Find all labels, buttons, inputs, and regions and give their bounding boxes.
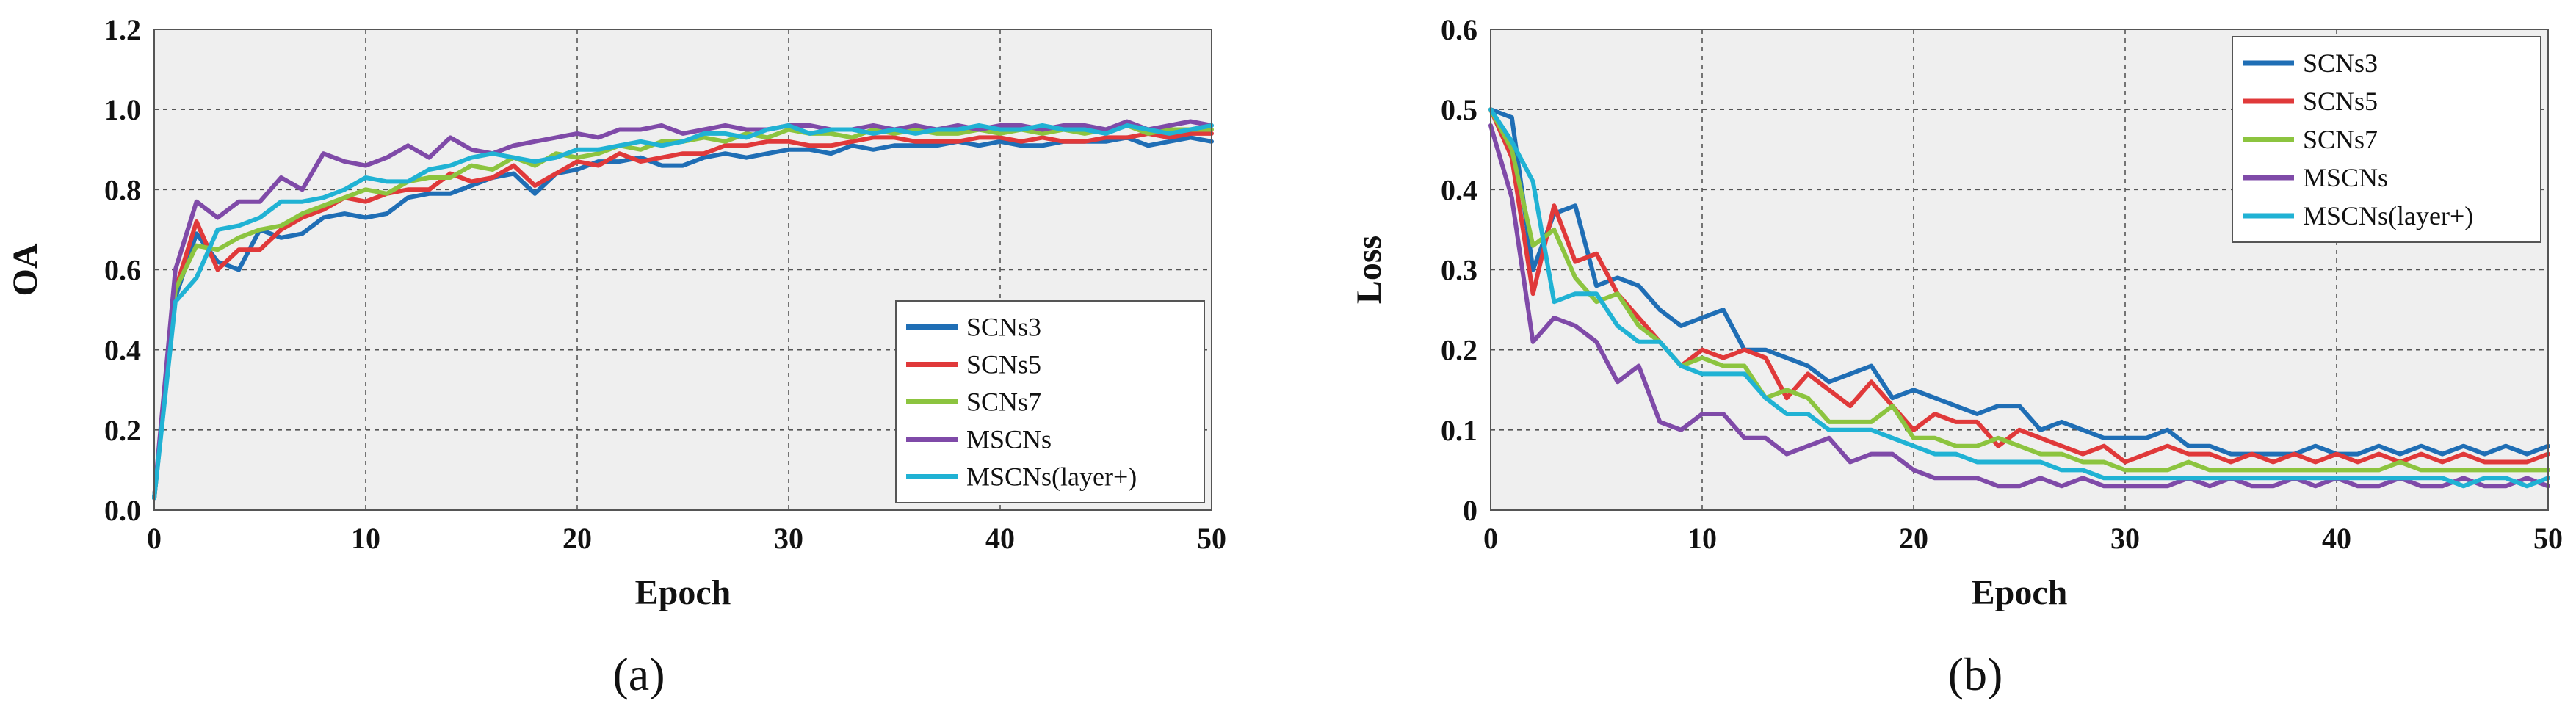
- x-tick-label: 0: [147, 522, 162, 555]
- plot-frame: [1490, 29, 2549, 511]
- series-line-mscns-layer: [152, 123, 1214, 501]
- y-tick-label: 0.6: [104, 254, 141, 287]
- y-tick-label: 0.1: [1441, 414, 1477, 447]
- chart-panel-b: 0 0.1 0.2 0.3 0.4 0.5 0.6 0 10 20 30 40 50 Loss Epoc…: [1350, 13, 2563, 700]
- panel-label: (a): [612, 648, 665, 700]
- y-tick-label: 0.4: [1441, 173, 1477, 206]
- legend-entry: MSCNs: [966, 425, 1052, 454]
- y-tick-label: 0.3: [1441, 254, 1477, 287]
- x-tick-label: 40: [985, 522, 1015, 555]
- x-axis-label: Epoch: [1972, 573, 2068, 612]
- legend-entry: MSCNs: [2303, 163, 2388, 192]
- y-tick-label: 0: [1463, 494, 1477, 527]
- y-tick-label: 0.8: [104, 173, 141, 206]
- x-tick-label: 30: [2110, 522, 2140, 555]
- y-tick-label: 0.0: [104, 494, 141, 527]
- legend-entry: SCNs5: [966, 350, 1041, 379]
- legend-entry: SCNs3: [966, 313, 1041, 342]
- legend-entry: SCNs7: [2303, 125, 2378, 154]
- x-tick-label: 40: [2322, 522, 2351, 555]
- tick-labels: 0.0 0.2 0.4 0.6 0.8 1.0 1.2 0 10 20 30 40 50: [104, 13, 1226, 555]
- legend-entry: SCNs5: [2303, 87, 2378, 116]
- legend: SCNs3 SCNs5 SCNs7 MSCNs MSCNs(layer+): [895, 300, 1205, 503]
- y-tick-label: 1.0: [104, 93, 141, 126]
- x-tick-label: 10: [351, 522, 380, 555]
- tick-labels: 0 0.1 0.2 0.3 0.4 0.5 0.6 0 10 20 30 40 50: [1441, 13, 2563, 555]
- y-tick-label: 1.2: [104, 13, 141, 46]
- y-tick-label: 0.6: [1441, 13, 1477, 46]
- x-tick-label: 10: [1687, 522, 1717, 555]
- y-axis-label: OA: [6, 243, 45, 296]
- series-lines: [1488, 107, 2550, 489]
- series-lines: [152, 119, 1214, 501]
- y-tick-label: 0.2: [104, 414, 141, 447]
- series-line-scns5: [152, 131, 1214, 501]
- legend-entry: SCNs3: [2303, 48, 2378, 78]
- plot-frame: [153, 29, 1212, 511]
- x-tick-label: 50: [2533, 522, 2563, 555]
- y-axis-label: Loss: [1350, 236, 1389, 304]
- panel-label: (b): [1948, 648, 2003, 700]
- x-tick-label: 50: [1197, 522, 1226, 555]
- series-line-mscns-layer: [1488, 107, 2550, 489]
- x-tick-label: 20: [562, 522, 592, 555]
- series-line-mscns: [1488, 123, 2550, 489]
- legend-entry: MSCNs(layer+): [2303, 201, 2473, 230]
- x-tick-label: 30: [774, 522, 803, 555]
- x-axis-label: Epoch: [635, 573, 731, 612]
- x-tick-label: 20: [1899, 522, 1928, 555]
- y-tick-label: 0.5: [1441, 93, 1477, 126]
- legend-entry: SCNs7: [966, 388, 1041, 417]
- series-line-scns3: [152, 135, 1214, 501]
- series-line-scns3: [1488, 107, 2550, 457]
- legend-entry: MSCNs(layer+): [966, 462, 1137, 492]
- y-tick-label: 0.4: [104, 334, 141, 367]
- chart-panel-a: 0.0 0.2 0.4 0.6 0.8 1.0 1.2 0 10 20 30 40 50 OA Epoc…: [6, 13, 1226, 700]
- x-tick-label: 0: [1483, 522, 1498, 555]
- y-tick-label: 0.2: [1441, 334, 1477, 367]
- legend: SCNs3 SCNs5 SCNs7 MSCNs MSCNs(layer+): [2232, 36, 2541, 243]
